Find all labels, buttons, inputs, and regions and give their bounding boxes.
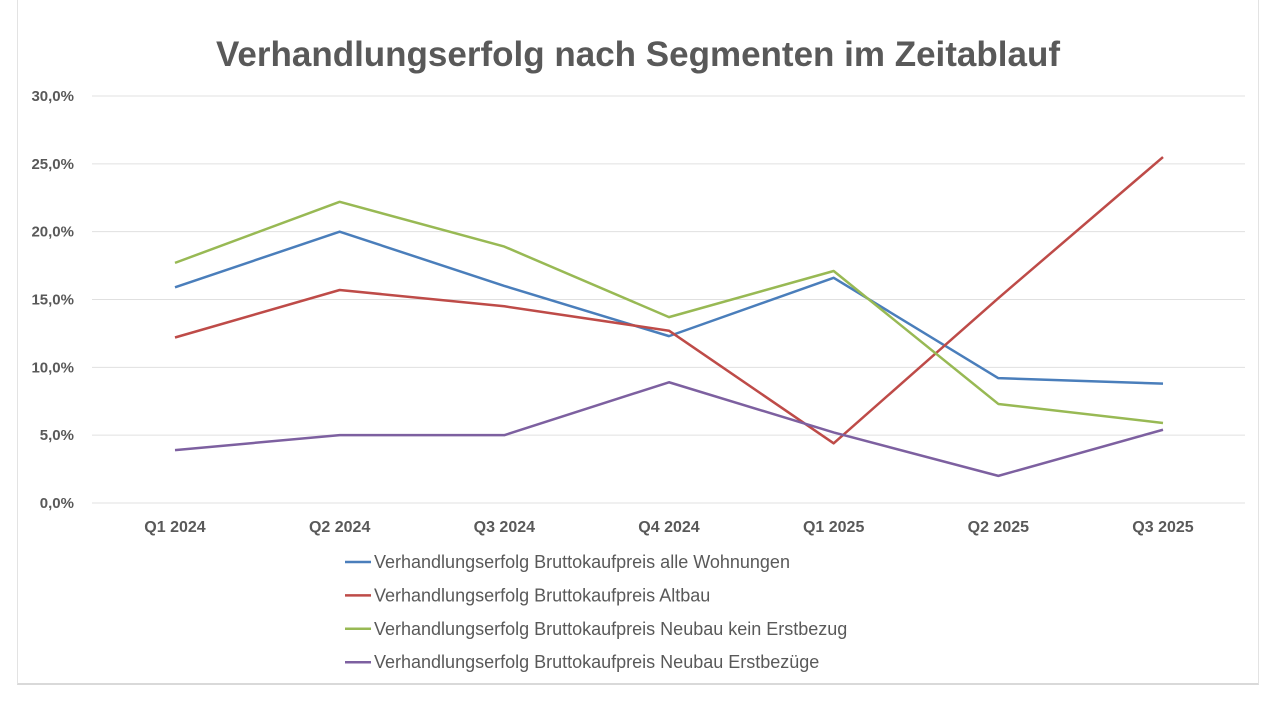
chart-frame — [17, 0, 1259, 685]
x-tick-label: Q3 2024 — [474, 519, 535, 536]
y-tick-label: 25,0% — [31, 156, 74, 173]
y-tick-label: 20,0% — [31, 224, 74, 241]
chart-title: Verhandlungserfolg nach Segmenten im Zei… — [216, 35, 1060, 74]
x-tick-label: Q4 2024 — [638, 519, 699, 536]
series-line — [174, 381, 1164, 478]
legend-label: Verhandlungserfolg Bruttokaufpreis alle … — [374, 552, 790, 572]
y-tick-label: 10,0% — [31, 359, 74, 376]
legend: Verhandlungserfolg Bruttokaufpreis alle … — [345, 552, 847, 672]
y-tick-label: 15,0% — [31, 292, 74, 309]
y-tick-label: 5,0% — [40, 427, 74, 444]
x-tick-label: Q1 2024 — [144, 519, 205, 536]
y-tick-label: 0,0% — [40, 495, 74, 512]
legend-label: Verhandlungserfolg Bruttokaufpreis Altba… — [374, 585, 710, 605]
x-tick-label: Q3 2025 — [1132, 519, 1193, 536]
y-tick-label: 30,0% — [31, 88, 74, 105]
x-axis-ticks: Q1 2024 Q2 2024 Q3 2024 Q4 2024 Q1 2025 Q2 20… — [144, 519, 1193, 536]
series-line — [174, 230, 1164, 385]
legend-label: Verhandlungserfolg Bruttokaufpreis Neuba… — [374, 652, 819, 672]
gridlines — [92, 95, 1245, 504]
x-tick-label: Q2 2025 — [968, 519, 1029, 536]
y-axis-ticks: 0,0% 5,0% 10,0% 15,0% 20,0% 25,0% 30,0% — [31, 88, 74, 512]
legend-label: Verhandlungserfolg Bruttokaufpreis Neuba… — [374, 619, 847, 639]
x-tick-label: Q1 2025 — [803, 519, 864, 536]
series-lines — [174, 156, 1164, 478]
series-line — [174, 200, 1164, 425]
series-line — [174, 156, 1164, 445]
x-tick-label: Q2 2024 — [309, 519, 370, 536]
